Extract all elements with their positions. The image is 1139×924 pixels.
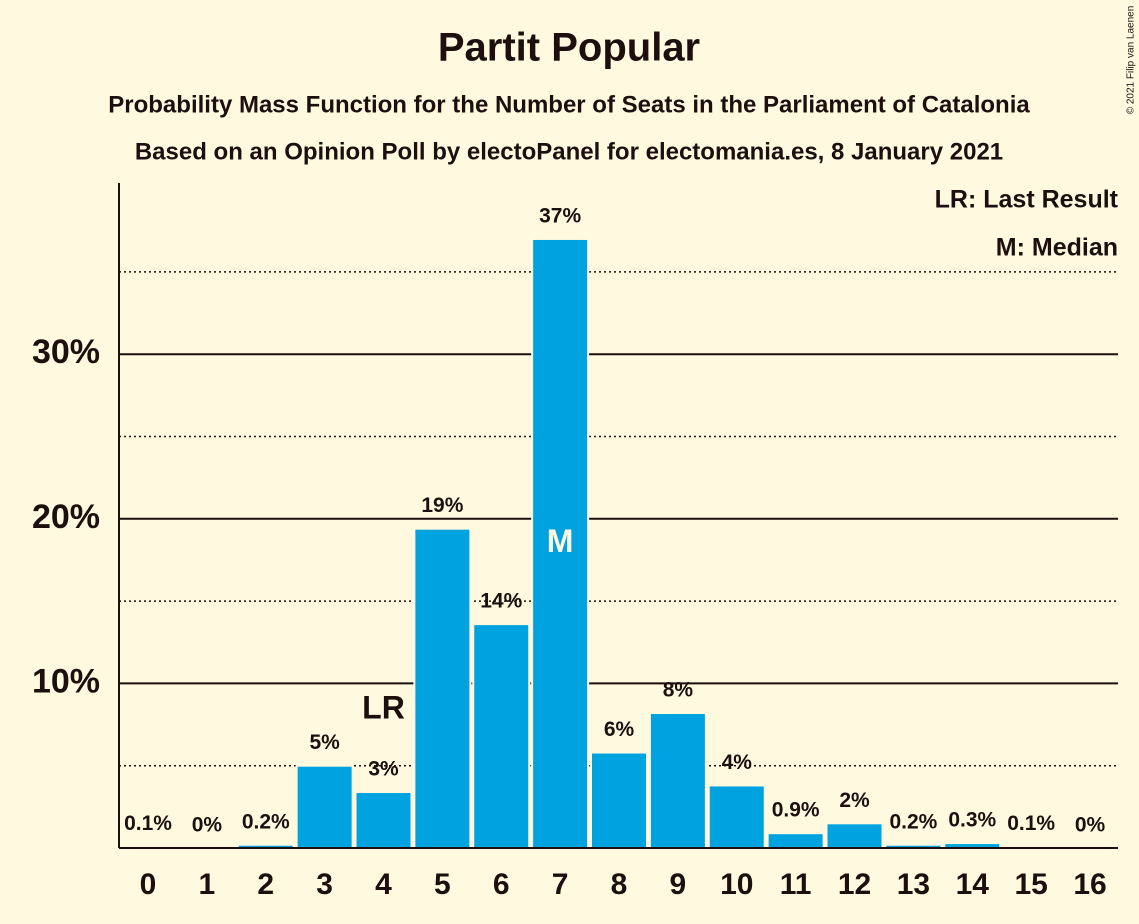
value-label: 8% xyxy=(663,679,694,702)
legend-entry: M: Median xyxy=(996,234,1118,262)
value-label: 0.3% xyxy=(948,809,996,832)
x-tick-label: 6 xyxy=(493,868,510,901)
chart-title: Partit Popular xyxy=(438,26,700,70)
bar xyxy=(472,623,531,849)
value-label: 0% xyxy=(1075,814,1106,837)
y-tick-label: 20% xyxy=(32,498,100,536)
x-tick-label: 13 xyxy=(897,868,930,901)
value-label: 0.2% xyxy=(242,810,290,833)
subtitle: Probability Mass Function for the Number… xyxy=(108,91,1030,118)
bar xyxy=(825,822,884,849)
x-tick-label: 1 xyxy=(199,868,216,901)
x-tick-label: 3 xyxy=(316,868,333,901)
value-label: 2% xyxy=(839,789,870,812)
value-label: 5% xyxy=(309,731,340,754)
value-label: 0.2% xyxy=(889,810,937,833)
bar xyxy=(707,784,766,850)
x-tick-label: 7 xyxy=(552,868,569,901)
x-tick-label: 11 xyxy=(780,868,812,901)
value-label: 19% xyxy=(421,494,463,517)
x-tick-label: 16 xyxy=(1073,868,1106,901)
bar xyxy=(590,751,648,850)
bar xyxy=(413,527,472,850)
value-label: 0.1% xyxy=(124,812,172,835)
x-tick-label: 0 xyxy=(140,868,157,901)
value-label: 0.1% xyxy=(1007,812,1055,835)
value-label: 0% xyxy=(192,814,223,837)
y-tick-label: 10% xyxy=(32,662,100,700)
bar xyxy=(295,764,354,849)
x-tick-label: 15 xyxy=(1014,868,1047,901)
x-tick-label: 5 xyxy=(434,868,451,901)
value-label: 14% xyxy=(480,590,522,613)
annotation: M xyxy=(547,523,574,559)
bar xyxy=(531,237,590,850)
credit: © 2021 Filip van Laenen xyxy=(1126,6,1137,115)
x-tick-label: 10 xyxy=(720,868,753,901)
value-label: 4% xyxy=(722,751,753,774)
bar xyxy=(648,712,707,850)
bar xyxy=(354,791,413,850)
x-tick-label: 14 xyxy=(956,868,990,901)
bar xyxy=(766,832,825,850)
value-label: 6% xyxy=(604,718,635,741)
annotation: LR xyxy=(362,689,405,725)
value-label: 3% xyxy=(368,758,399,781)
legend-entry: LR: Last Result xyxy=(935,186,1119,214)
subtitle: Based on an Opinion Poll by electoPanel … xyxy=(135,138,1003,165)
y-tick-label: 30% xyxy=(32,333,100,371)
x-tick-label: 4 xyxy=(375,868,392,901)
x-tick-label: 9 xyxy=(670,868,687,901)
value-label: 0.9% xyxy=(772,799,820,822)
x-tick-label: 2 xyxy=(257,868,274,901)
x-tick-label: 8 xyxy=(611,868,628,901)
x-tick-label: 12 xyxy=(838,868,871,901)
value-label: 37% xyxy=(539,205,581,228)
